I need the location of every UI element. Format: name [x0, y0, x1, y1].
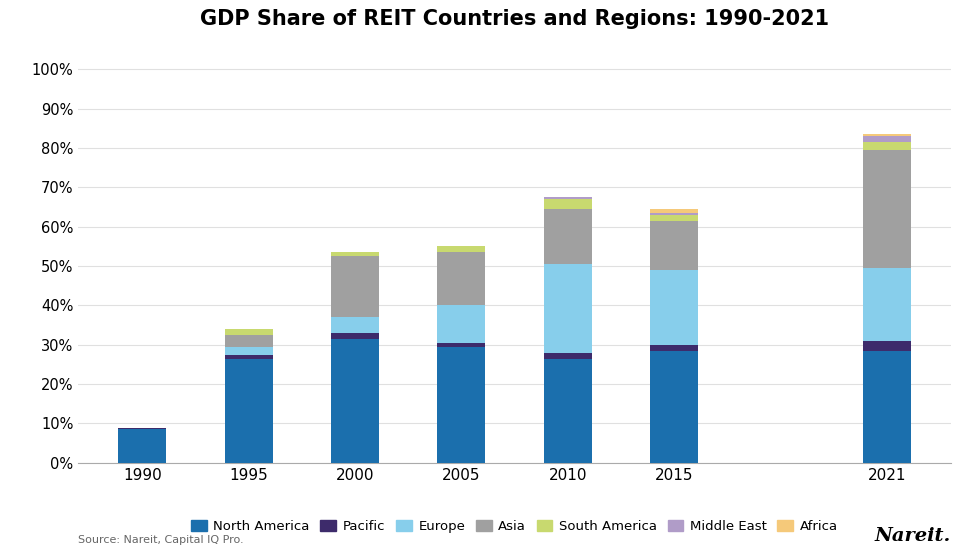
Bar [224, 355, 272, 359]
Bar [437, 246, 485, 252]
Bar [862, 142, 910, 150]
Bar [650, 213, 698, 215]
Bar [544, 209, 592, 264]
Bar [544, 359, 592, 463]
Bar [331, 252, 379, 256]
Bar [437, 347, 485, 463]
Bar [437, 252, 485, 305]
Bar [224, 359, 272, 463]
Bar [650, 221, 698, 270]
Bar [650, 350, 698, 463]
Bar [862, 136, 910, 142]
Bar [544, 199, 592, 209]
Bar [544, 264, 592, 353]
Bar [544, 197, 592, 199]
Bar [650, 209, 698, 213]
Bar [224, 329, 272, 335]
Text: Source: Nareit, Capital IQ Pro.: Source: Nareit, Capital IQ Pro. [78, 536, 244, 545]
Bar [437, 343, 485, 347]
Title: GDP Share of REIT Countries and Regions: 1990-2021: GDP Share of REIT Countries and Regions:… [200, 9, 829, 29]
Bar [862, 150, 910, 268]
Bar [331, 317, 379, 333]
Bar [437, 305, 485, 343]
Bar [224, 347, 272, 355]
Bar [650, 270, 698, 345]
Bar [544, 353, 592, 359]
Bar [119, 428, 167, 429]
Bar [862, 268, 910, 341]
Bar [331, 339, 379, 463]
Legend: North America, Pacific, Europe, Asia, South America, Middle East, Africa: North America, Pacific, Europe, Asia, So… [186, 515, 843, 538]
Bar [224, 335, 272, 347]
Bar [862, 134, 910, 136]
Bar [650, 345, 698, 350]
Bar [862, 350, 910, 463]
Bar [650, 215, 698, 221]
Bar [862, 341, 910, 350]
Text: Nareit.: Nareit. [874, 527, 951, 545]
Bar [331, 333, 379, 339]
Bar [119, 429, 167, 463]
Bar [331, 256, 379, 317]
